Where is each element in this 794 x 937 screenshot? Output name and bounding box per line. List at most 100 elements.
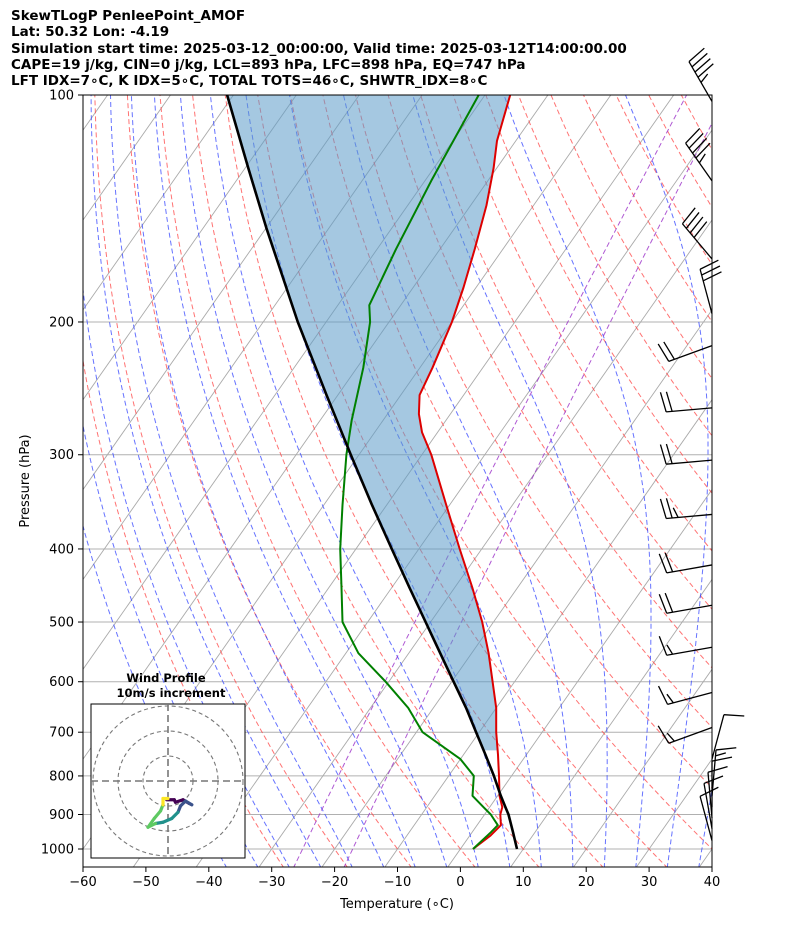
- moist-adiabat: [90, 95, 322, 867]
- dry-adiabat: [94, 95, 348, 867]
- y-tick-label: 900: [49, 808, 74, 823]
- isotherm-line: [83, 95, 297, 401]
- moist-adiabat: [153, 95, 416, 867]
- moist-adiabat: [179, 95, 448, 867]
- y-tick-label: 500: [49, 616, 74, 631]
- x-tick-label: −30: [258, 875, 285, 890]
- isotherm-line: [258, 219, 712, 867]
- dry-adiabat: [648, 95, 712, 209]
- moist-adiabat: [109, 95, 353, 867]
- y-axis-label: Pressure (hPa): [18, 434, 33, 527]
- wind-barb: [657, 725, 713, 744]
- dry-adiabat: [159, 95, 476, 867]
- dry-adiabat: [289, 95, 712, 850]
- mixing-ratio-line: [293, 95, 688, 867]
- isotherm-line: [321, 309, 712, 867]
- x-tick-label: −20: [321, 875, 348, 890]
- dry-adiabat: [83, 357, 284, 867]
- moist-adiabat: [83, 285, 290, 867]
- title-line-station: SkewTLogP PenleePoint_AMOF: [11, 8, 246, 24]
- dry-adiabat: [583, 95, 712, 323]
- title-line-indices: LFT IDX=7∘C, K IDX=5∘C, TOTAL TOTS=46∘C,…: [11, 73, 488, 90]
- dry-adiabat: [550, 95, 712, 380]
- y-tick-label: 100: [49, 89, 74, 104]
- wind-profile-inset: Wind Profile 10m/s increment: [90, 671, 246, 859]
- x-tick-label: 40: [704, 875, 721, 890]
- isotherm-line: [83, 95, 234, 311]
- wind-barb: [659, 443, 713, 465]
- isotherm-line: [447, 488, 712, 867]
- x-tick-label: 0: [456, 875, 464, 890]
- dry-adiabat: [322, 95, 712, 789]
- dry-adiabat: [615, 95, 712, 266]
- x-tick-label: −50: [132, 875, 159, 890]
- y-tick-label: 1000: [41, 843, 74, 858]
- axes: −60 −50 −40 −30 −20 −10 0 10 20 30 40 1000 900 800 700…: [41, 89, 720, 891]
- isotherm-line: [195, 129, 712, 867]
- wind-barb: [659, 498, 713, 520]
- dry-adiabat: [355, 95, 712, 729]
- moist-adiabat: [342, 95, 574, 867]
- x-tick-label: 10: [515, 875, 532, 890]
- inset-title: Wind Profile: [126, 671, 206, 685]
- profile-lines: [225, 95, 519, 850]
- dry-adiabat: [192, 95, 540, 867]
- x-axis-label: Temperature (∘C): [339, 897, 454, 912]
- isotherm-line: [510, 578, 712, 867]
- dry-adiabat: [517, 95, 712, 437]
- wind-barb: [699, 786, 719, 841]
- cape-area: [227, 95, 511, 751]
- dry-adiabat: [714, 95, 794, 868]
- moist-adiabat: [624, 95, 709, 867]
- hodograph-segment: [146, 816, 156, 829]
- dewpoint-line: [339, 95, 499, 850]
- dry-adiabat: [126, 95, 412, 867]
- moist-adiabat: [412, 95, 608, 867]
- wind-barb: [703, 775, 724, 829]
- y-tick-label: 300: [49, 448, 74, 463]
- title-line-location: Lat: 50.32 Lon: -4.19: [11, 24, 170, 41]
- wind-barb: [681, 207, 713, 260]
- dry-adiabat: [746, 95, 794, 868]
- dry-adiabat: [224, 95, 604, 867]
- inset-subtitle: 10m/s increment: [117, 686, 226, 700]
- x-tick-label: 20: [578, 875, 595, 890]
- moist-adiabat: [698, 786, 712, 867]
- moist-adiabat: [503, 95, 652, 867]
- moist-adiabat: [288, 95, 542, 867]
- chart-title: SkewTLogP PenleePoint_AMOF Lat: 50.32 Lo…: [11, 8, 627, 89]
- dry-adiabat: [680, 95, 712, 151]
- y-tick-label: 800: [49, 769, 74, 784]
- wind-barb: [658, 552, 713, 574]
- isotherm-line: [573, 668, 712, 867]
- isotherm-line: [698, 848, 712, 867]
- wind-barb: [711, 714, 745, 760]
- title-line-cape: CAPE=19 j/kg, CIN=0 j/kg, LCL=893 hPa, L…: [11, 56, 526, 73]
- wind-barb: [657, 685, 713, 705]
- wind-barb: [685, 128, 713, 182]
- wind-barb: [699, 259, 722, 314]
- wind-barb: [707, 765, 728, 819]
- dry-adiabat: [452, 95, 712, 552]
- hodograph-segment: [152, 809, 163, 821]
- x-tick-label: −40: [195, 875, 222, 890]
- y-tick-label: 400: [49, 542, 74, 557]
- wind-barb: [688, 47, 714, 102]
- y-tick-label: 700: [49, 726, 74, 741]
- title-line-times: Simulation start time: 2025-03-12_00:00:…: [11, 40, 627, 57]
- x-tick-label: −10: [384, 875, 411, 890]
- y-tick-label: 200: [49, 315, 74, 330]
- isotherm-line: [384, 398, 712, 867]
- wind-barb: [658, 635, 713, 656]
- isotherm-line: [83, 95, 172, 221]
- dry-adiabat: [485, 95, 712, 494]
- wind-barb: [657, 341, 713, 363]
- mixing-ratio-line: [343, 122, 712, 867]
- moist-adiabat: [209, 95, 479, 867]
- x-tick-label: −60: [69, 875, 96, 890]
- wind-barb: [711, 747, 737, 796]
- parcel-line: [225, 95, 519, 850]
- wind-barb: [658, 592, 713, 614]
- x-tick-label: 30: [641, 875, 658, 890]
